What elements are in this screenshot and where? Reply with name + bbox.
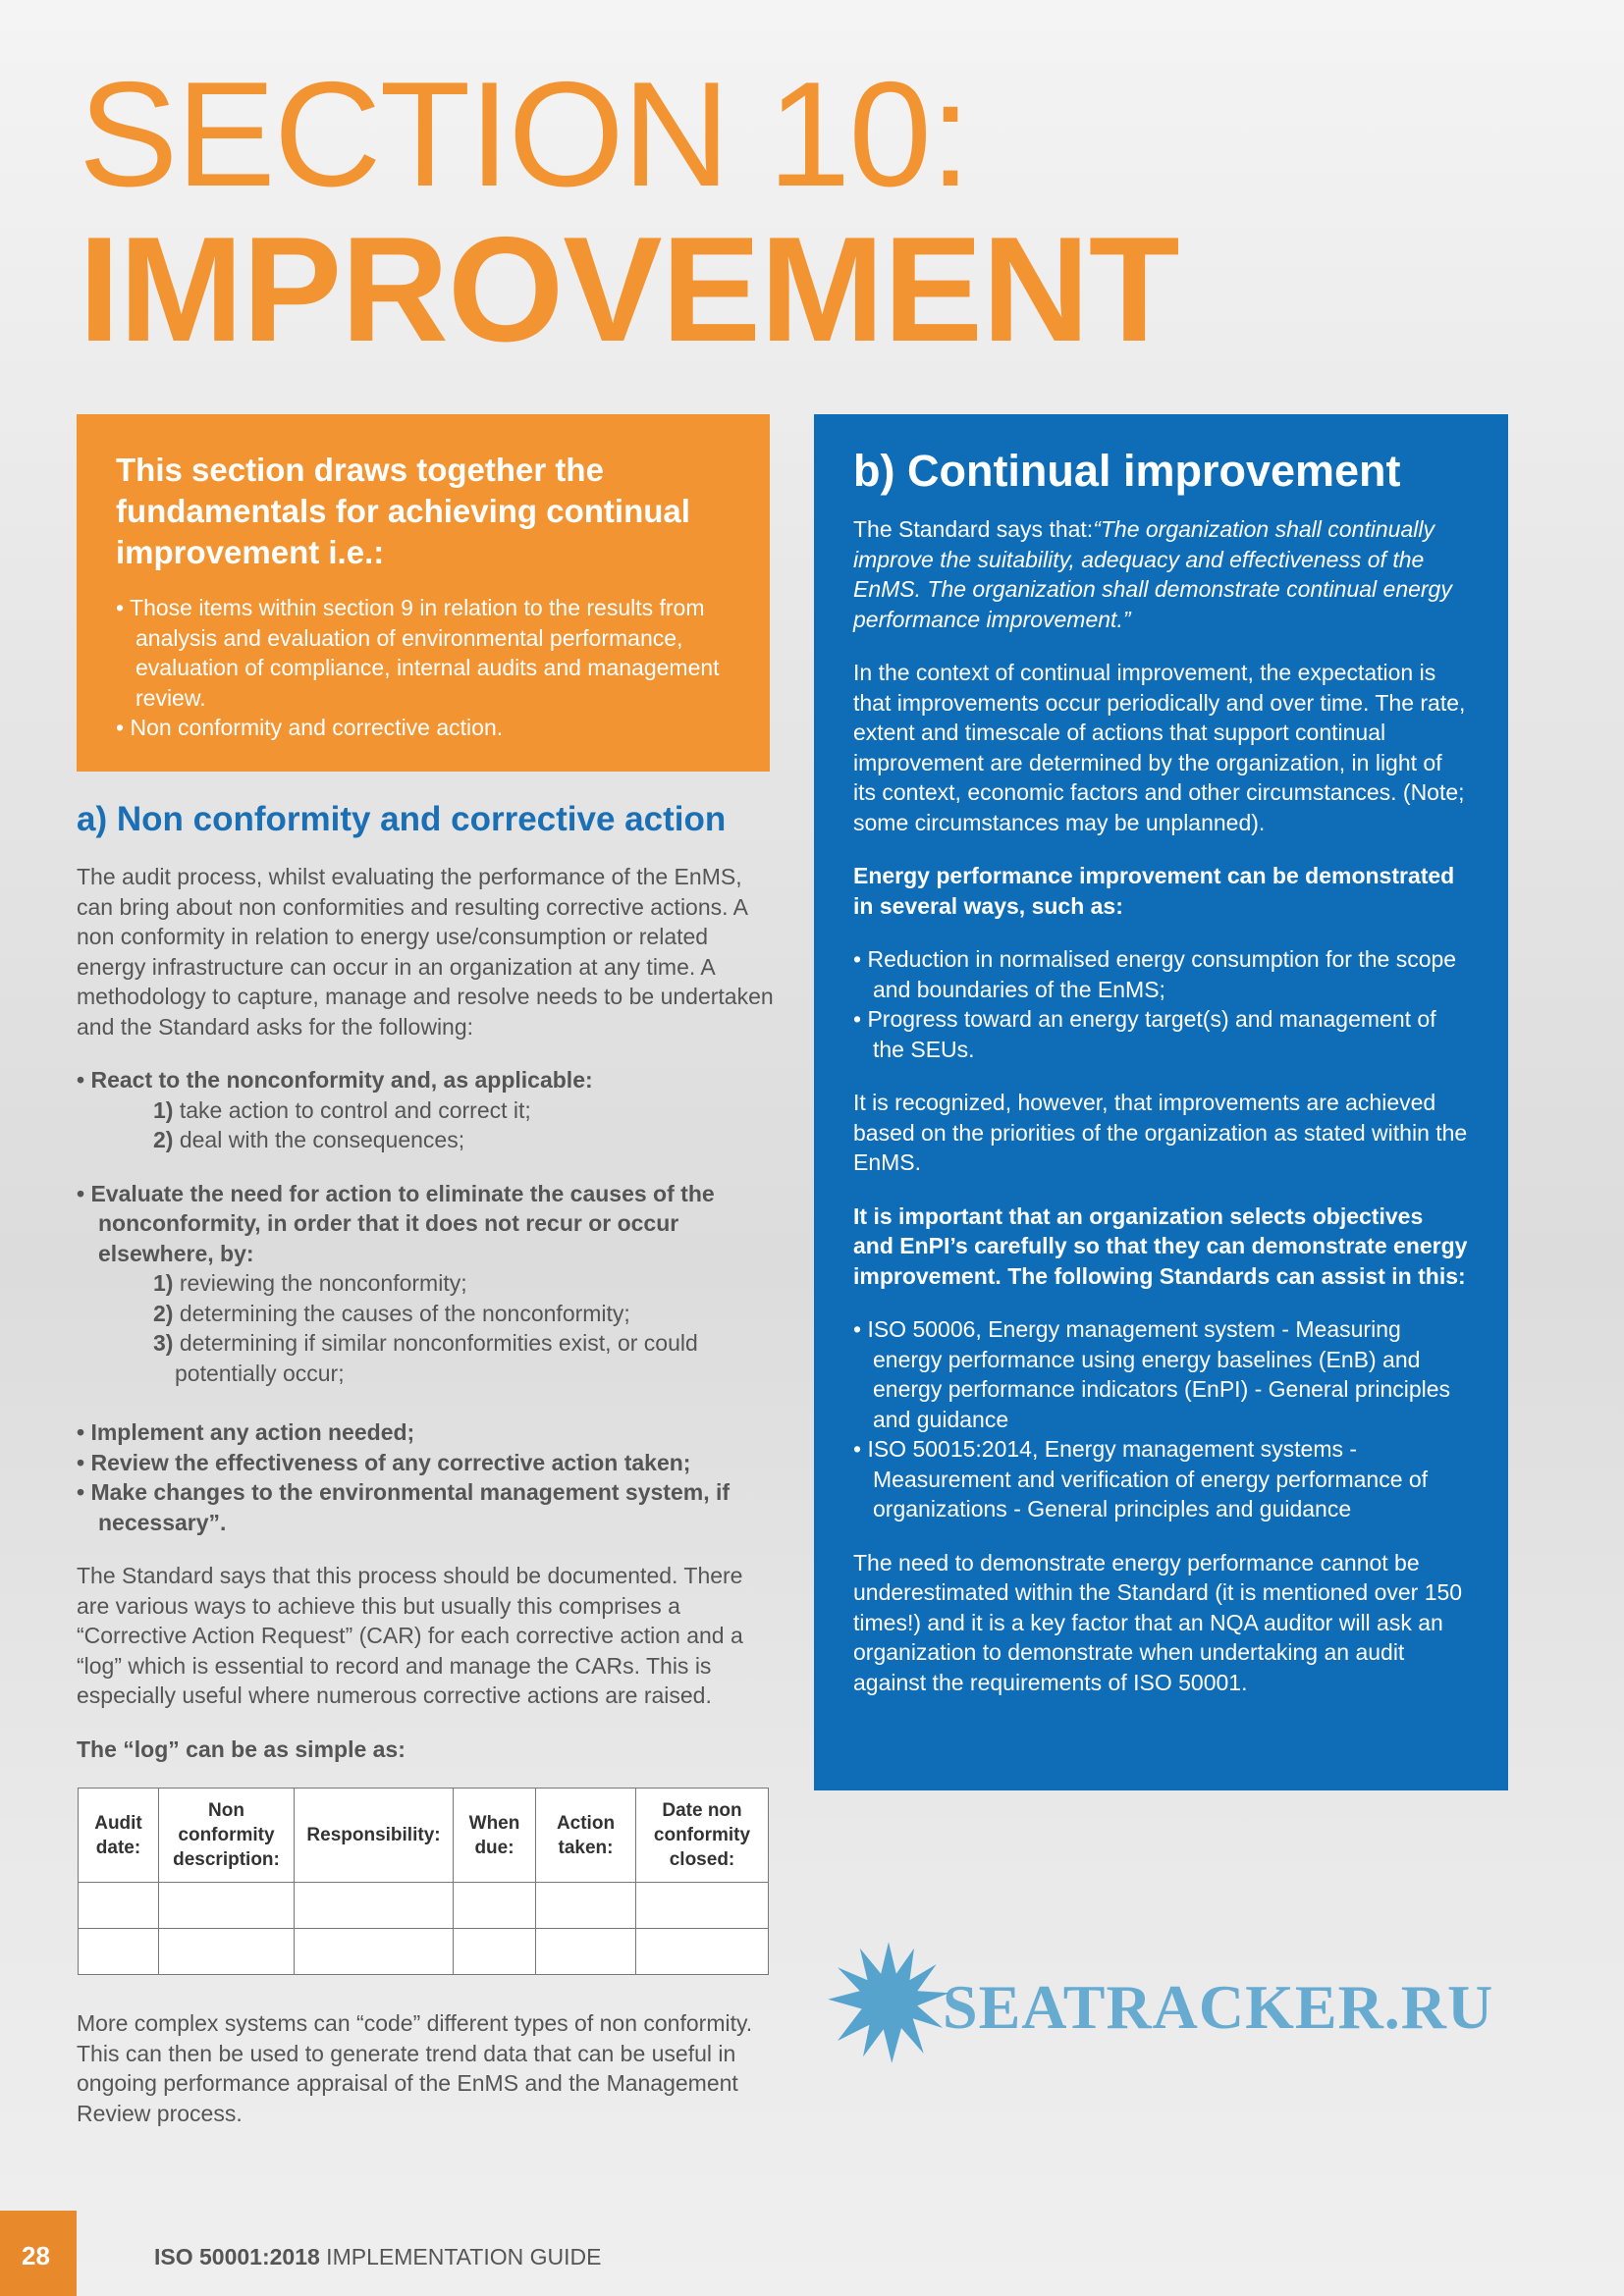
paragraph: The Standard says that this process shou… bbox=[77, 1563, 743, 1708]
table-header-row: Audit date: Non conformity description: … bbox=[78, 1788, 769, 1883]
requirement-react: React to the nonconformity and, as appli… bbox=[77, 1065, 776, 1095]
sub-item: 3) determining if similar nonconformitie… bbox=[153, 1330, 698, 1386]
intro-bullet: Those items within section 9 in relation… bbox=[116, 593, 731, 713]
sub-item: 2) deal with the consequences; bbox=[153, 1127, 465, 1152]
requirement-evaluate: Evaluate the need for action to eliminat… bbox=[77, 1179, 776, 1269]
paragraph: The audit process, whilst evaluating the… bbox=[77, 864, 774, 1040]
th-description: Non conformity description: bbox=[158, 1788, 295, 1883]
th-when-due: When due: bbox=[453, 1788, 536, 1883]
continual-improvement-box: b) Continual improvement The Standard sa… bbox=[814, 414, 1508, 1790]
list-item: Progress toward an energy target(s) and … bbox=[853, 1004, 1469, 1064]
standard-quote: The Standard says that:“The organization… bbox=[853, 516, 1452, 632]
th-date-closed: Date non conformity closed: bbox=[635, 1788, 769, 1883]
closing-paragraph: More complex systems can “code” differen… bbox=[77, 2010, 753, 2126]
list-item: ISO 50006, Energy management system - Me… bbox=[853, 1314, 1469, 1434]
requirement-item: Make changes to the environmental manage… bbox=[77, 1477, 776, 1537]
th-action-taken: Action taken: bbox=[535, 1788, 636, 1883]
list-item: ISO 50015:2014, Energy management system… bbox=[853, 1434, 1469, 1524]
table-row bbox=[78, 1882, 769, 1929]
section-subtitle: IMPROVEMENT bbox=[79, 206, 1180, 373]
section-a-heading: a) Non conformity and corrective action bbox=[77, 800, 727, 838]
watermark-logo: SEATRACKER.RU bbox=[943, 1972, 1494, 2042]
sub-item: 1) reviewing the nonconformity; bbox=[153, 1270, 467, 1296]
intro-heading: This section draws together the fundamen… bbox=[116, 452, 690, 570]
paragraph: It is recognized, however, that improvem… bbox=[853, 1090, 1468, 1175]
left-column: a) Non conformity and corrective action … bbox=[77, 797, 776, 2128]
section-b-heading: b) Continual improvement bbox=[853, 446, 1401, 496]
section-title: SECTION 10: bbox=[79, 51, 971, 218]
sub-item: 2) determining the causes of the nonconf… bbox=[153, 1300, 630, 1326]
paragraph: The need to demonstrate energy performan… bbox=[853, 1549, 1463, 1695]
watermark-star-icon bbox=[828, 1942, 949, 2063]
bold-paragraph: It is important that an organization sel… bbox=[853, 1202, 1468, 1289]
intro-box: This section draws together the fundamen… bbox=[77, 414, 770, 772]
sub-item: 1) take action to control and correct it… bbox=[153, 1096, 531, 1123]
th-responsibility: Responsibility: bbox=[294, 1788, 454, 1883]
th-audit-date: Audit date: bbox=[78, 1788, 159, 1883]
page-number: 28 bbox=[22, 2241, 50, 2270]
paragraph: In the context of continual improvement,… bbox=[853, 660, 1466, 835]
requirement-item: Review the effectiveness of any correcti… bbox=[77, 1448, 776, 1478]
bold-paragraph: Energy performance improvement can be de… bbox=[853, 863, 1455, 919]
car-log-table: Audit date: Non conformity description: … bbox=[78, 1788, 769, 1975]
list-item: Reduction in normalised energy consumpti… bbox=[853, 944, 1469, 1004]
requirement-item: Implement any action needed; bbox=[77, 1417, 776, 1448]
page-number-box bbox=[0, 2211, 77, 2296]
table-row bbox=[78, 1928, 769, 1975]
log-label: The “log” can be as simple as: bbox=[77, 1735, 406, 1762]
footer-guide-title: ISO 50001:2018 IMPLEMENTATION GUIDE bbox=[154, 2244, 602, 2269]
intro-bullet: Non conformity and corrective action. bbox=[116, 713, 731, 743]
